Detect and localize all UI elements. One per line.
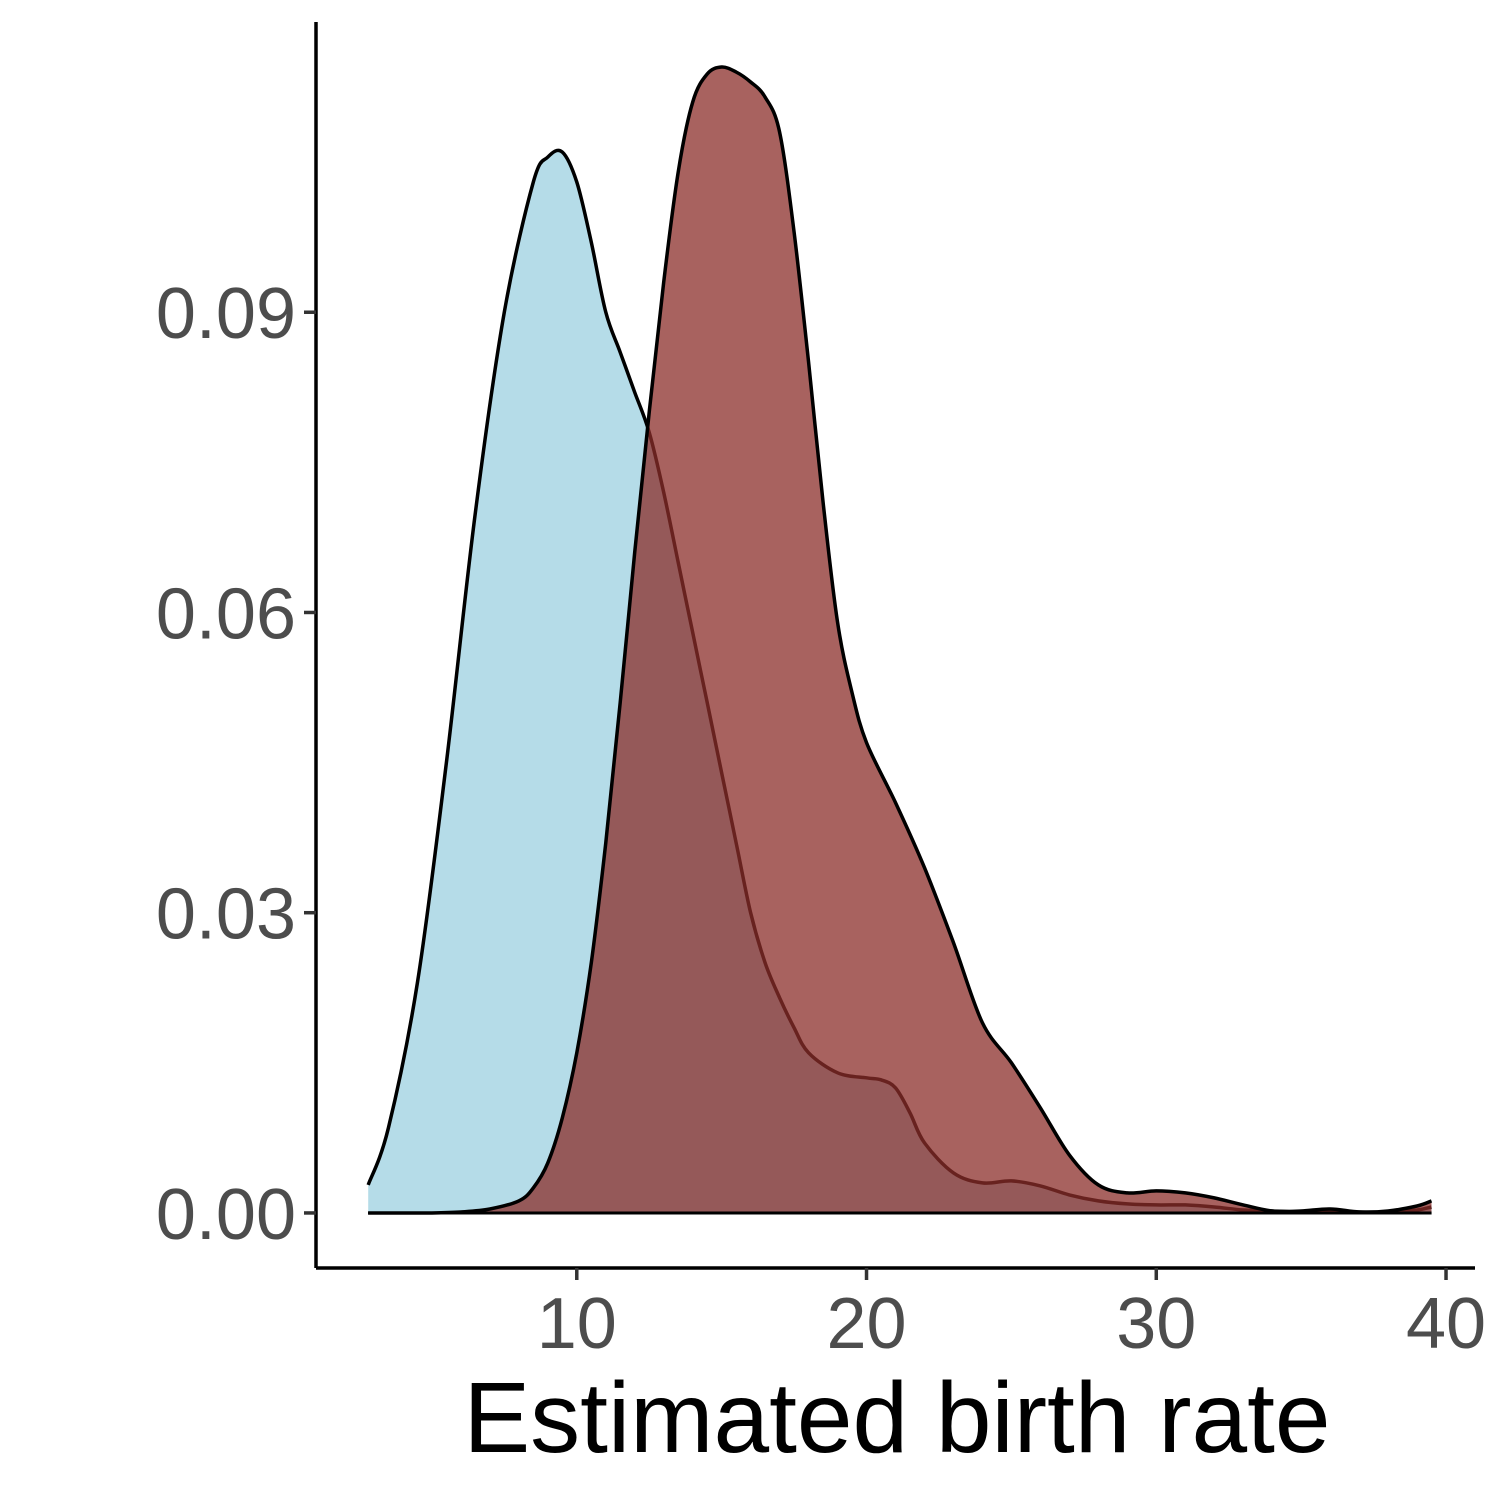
series-layer [366, 65, 1433, 1215]
y-tick-label: 0.06 [156, 574, 296, 654]
x-tick-label: 30 [1116, 1284, 1196, 1364]
y-tick-label: 0.00 [156, 1175, 296, 1255]
x-axis-title: Estimated birth rate [463, 1362, 1330, 1474]
x-tick-label: 40 [1406, 1284, 1486, 1364]
y-tick-label: 0.03 [156, 875, 296, 955]
x-tick-label: 20 [826, 1284, 906, 1364]
x-tick-label: 10 [537, 1284, 617, 1364]
density-area-2 [368, 66, 1432, 1214]
density-outline-2 [368, 65, 1433, 1215]
axis-layer: 0.00 0.03 0.06 0.09 10 20 30 40 [156, 22, 1486, 1364]
y-tick-label: 0.09 [156, 274, 296, 354]
